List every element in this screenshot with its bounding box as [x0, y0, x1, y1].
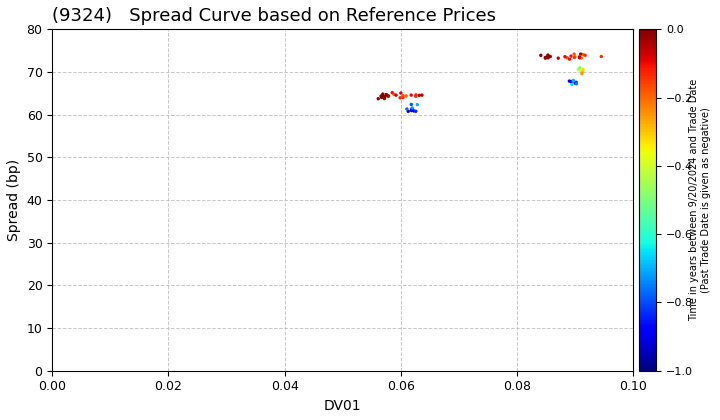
Point	[397, 92, 409, 99]
Point	[410, 108, 422, 115]
Point	[381, 91, 392, 98]
Point	[567, 78, 579, 84]
Point	[535, 52, 546, 59]
Point	[541, 54, 553, 60]
Point	[395, 89, 407, 96]
Point	[570, 79, 582, 86]
Point	[577, 69, 588, 76]
Point	[395, 94, 406, 101]
Point	[377, 93, 389, 100]
Point	[379, 93, 391, 100]
Point	[412, 101, 423, 108]
Point	[376, 94, 387, 100]
Point	[400, 92, 412, 99]
Point	[405, 107, 417, 114]
Point	[568, 51, 580, 58]
Point	[410, 93, 421, 100]
Point	[390, 92, 402, 99]
Point	[387, 89, 398, 96]
Point	[552, 55, 564, 61]
Point	[405, 101, 417, 108]
Point	[375, 93, 387, 100]
Point	[565, 78, 577, 85]
Point	[574, 55, 585, 61]
Point	[559, 53, 571, 60]
Point	[401, 105, 413, 112]
Point	[544, 53, 556, 60]
Text: (9324)   Spread Curve based on Reference Prices: (9324) Spread Curve based on Reference P…	[53, 7, 496, 25]
Point	[564, 56, 575, 63]
Point	[413, 92, 425, 99]
Point	[378, 94, 390, 100]
Point	[383, 93, 395, 100]
Point	[576, 55, 588, 61]
Point	[575, 68, 586, 74]
Point	[577, 66, 589, 73]
Point	[379, 95, 390, 102]
Point	[595, 53, 607, 60]
Point	[565, 52, 577, 59]
Point	[377, 94, 388, 100]
Point	[574, 64, 585, 71]
X-axis label: DV01: DV01	[324, 399, 361, 413]
Point	[388, 91, 400, 98]
Point	[408, 108, 420, 114]
Point	[539, 55, 551, 62]
Point	[570, 80, 581, 87]
Point	[562, 55, 573, 61]
Point	[569, 53, 580, 60]
Point	[577, 51, 589, 58]
Point	[571, 80, 582, 87]
Y-axis label: Spread (bp): Spread (bp)	[7, 159, 21, 241]
Point	[574, 54, 585, 60]
Point	[542, 55, 554, 61]
Point	[575, 51, 586, 58]
Point	[377, 91, 389, 97]
Point	[540, 54, 552, 61]
Point	[410, 92, 422, 98]
Point	[564, 78, 575, 84]
Point	[542, 52, 554, 58]
Point	[382, 93, 394, 100]
Point	[572, 66, 584, 73]
Point	[575, 67, 587, 74]
Point	[406, 106, 418, 113]
Point	[569, 54, 580, 61]
Point	[543, 53, 554, 60]
Point	[406, 105, 418, 111]
Point	[568, 77, 580, 84]
Point	[381, 92, 392, 98]
Point	[377, 93, 389, 100]
Point	[402, 108, 414, 115]
Point	[397, 94, 409, 101]
Point	[566, 81, 577, 88]
Point	[405, 92, 417, 98]
Point	[416, 92, 428, 98]
Point	[576, 71, 588, 77]
Y-axis label: Time in years between 9/20/2024 and Trade Date
(Past Trade Date is given as nega: Time in years between 9/20/2024 and Trad…	[689, 79, 711, 321]
Point	[577, 68, 588, 74]
Point	[372, 95, 384, 102]
Point	[406, 106, 418, 113]
Point	[580, 52, 591, 58]
